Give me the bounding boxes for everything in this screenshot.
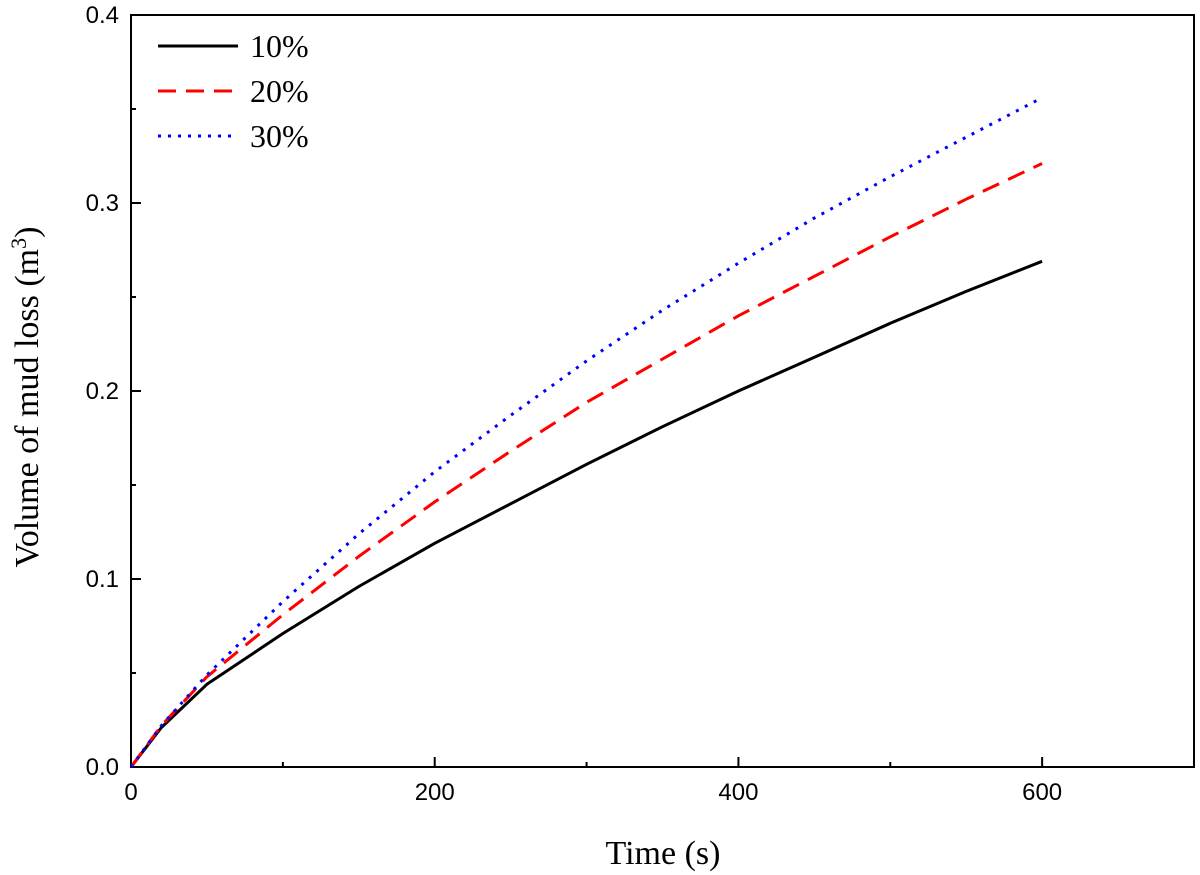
x-tick-label: 600 xyxy=(1022,779,1062,806)
x-axis: 0 200 400 600 xyxy=(124,757,1062,806)
legend-label: 30% xyxy=(250,118,309,154)
series-group xyxy=(129,96,1043,768)
legend: 10% 20% 30% xyxy=(158,28,309,154)
legend-label: 20% xyxy=(250,73,309,109)
y-axis-title-superscript: 3 xyxy=(6,238,31,249)
y-tick-label: 0.4 xyxy=(86,2,119,29)
y-tick-label: 0.0 xyxy=(86,754,119,781)
y-tick-label: 0.3 xyxy=(86,190,119,217)
x-tick-label: 400 xyxy=(718,779,758,806)
x-tick-label: 0 xyxy=(124,779,137,806)
y-tick-label: 0.1 xyxy=(86,566,119,593)
y-tick-label: 0.2 xyxy=(86,378,119,405)
series-line-10-pct xyxy=(129,259,1043,768)
legend-label: 10% xyxy=(250,28,309,64)
y-axis: 0.0 0.1 0.2 0.3 0.4 xyxy=(86,2,141,781)
x-axis-title: Time (s) xyxy=(606,835,721,872)
series-line-20-pct xyxy=(129,162,1043,768)
y-axis-title-close: ) xyxy=(9,227,46,238)
x-tick-label: 200 xyxy=(415,779,455,806)
y-axis-title-main: Volume of mud loss (m xyxy=(9,249,46,568)
y-axis-title: Volume of mud loss (m3) xyxy=(6,227,46,568)
series-line-30-pct xyxy=(129,96,1043,768)
